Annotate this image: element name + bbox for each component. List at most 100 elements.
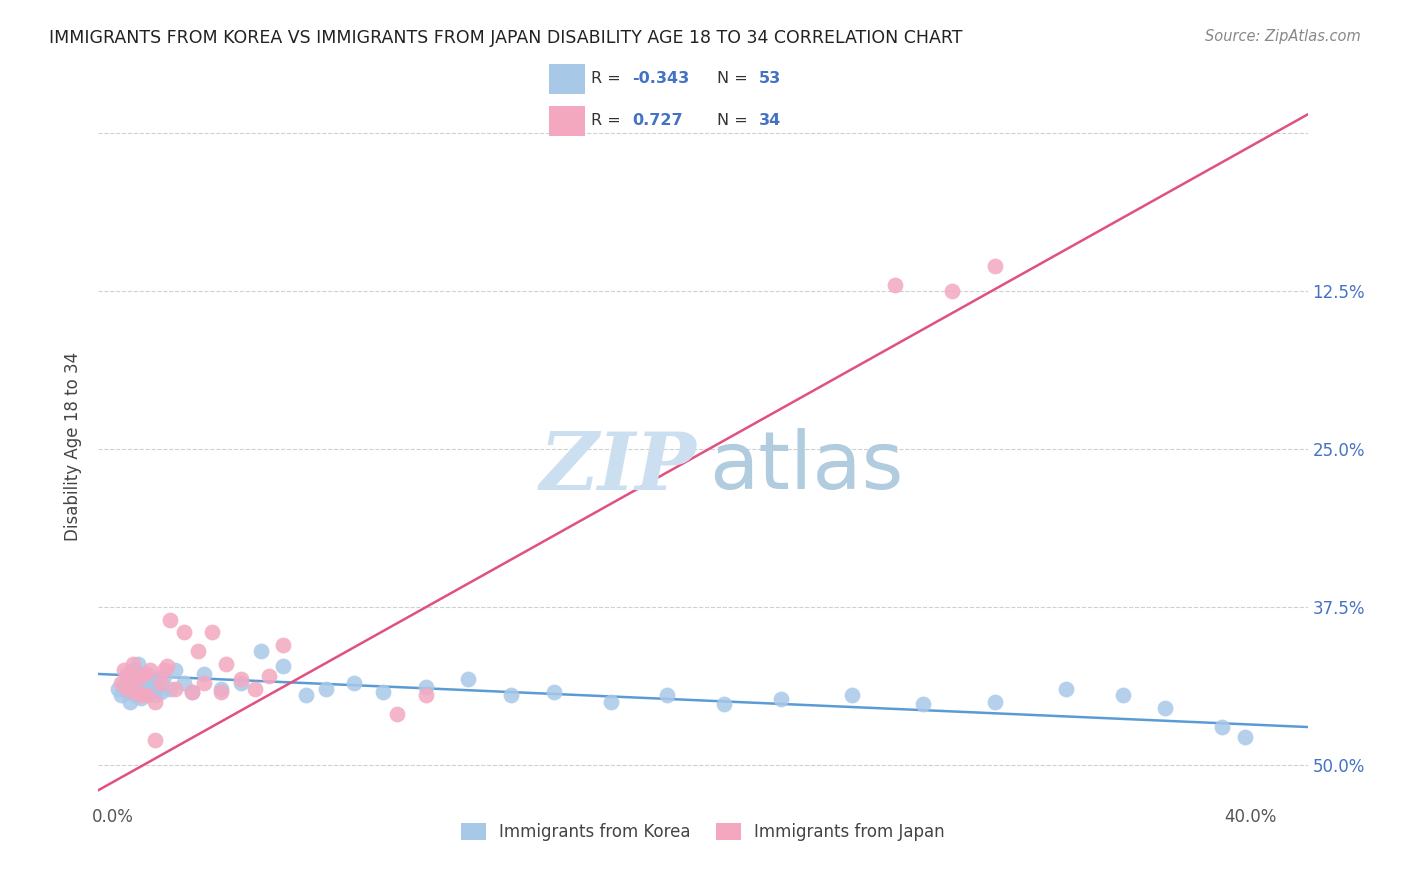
Point (138, 682, 160, 697)
Point (135, 667, 157, 681)
Point (141, 675, 163, 690)
Point (243, 682, 266, 697)
Point (983, 259, 1005, 273)
Point (1233, 730, 1256, 744)
Point (1211, 720, 1233, 734)
Y-axis label: Disability Age 18 to 34: Disability Age 18 to 34 (65, 351, 83, 541)
Point (599, 695, 621, 709)
Point (129, 689, 152, 703)
Point (371, 684, 394, 698)
Point (150, 684, 173, 698)
Point (193, 667, 215, 681)
Text: -0.343: -0.343 (633, 71, 689, 87)
Point (124, 684, 146, 698)
Text: ZIP: ZIP (540, 429, 697, 506)
Point (249, 644, 271, 658)
Point (209, 682, 232, 697)
Point (135, 689, 157, 703)
Point (257, 669, 280, 683)
Point (1154, 701, 1177, 715)
Point (173, 675, 195, 690)
Point (1054, 682, 1077, 697)
Text: IMMIGRANTS FROM KOREA VS IMMIGRANTS FROM JAPAN DISABILITY AGE 18 TO 34 CORRELATI: IMMIGRANTS FROM KOREA VS IMMIGRANTS FROM… (49, 29, 963, 46)
Text: N =: N = (717, 113, 752, 128)
Point (153, 663, 176, 677)
Point (112, 663, 135, 677)
Point (129, 669, 152, 683)
Point (143, 689, 166, 703)
Point (118, 695, 141, 709)
Point (127, 672, 149, 686)
Point (132, 675, 155, 690)
Point (143, 695, 166, 709)
Point (1111, 689, 1133, 703)
Point (121, 657, 143, 671)
Point (209, 684, 232, 698)
Point (110, 675, 132, 690)
Text: R =: R = (591, 113, 631, 128)
Point (110, 689, 132, 703)
Point (138, 663, 160, 677)
Point (499, 689, 522, 703)
Point (295, 689, 318, 703)
Point (127, 657, 149, 671)
Point (118, 669, 141, 683)
Point (153, 669, 176, 683)
Point (543, 684, 565, 698)
Text: 0.727: 0.727 (633, 113, 683, 128)
Point (146, 680, 169, 694)
Point (165, 682, 187, 697)
Point (156, 659, 179, 673)
Point (135, 684, 157, 698)
Point (457, 672, 479, 686)
Point (181, 684, 204, 698)
Point (229, 672, 252, 686)
Point (115, 667, 138, 681)
Point (159, 682, 181, 697)
FancyBboxPatch shape (548, 106, 585, 136)
Point (143, 732, 166, 747)
Point (343, 675, 366, 690)
Point (385, 707, 408, 722)
Point (112, 675, 135, 690)
FancyBboxPatch shape (548, 64, 585, 94)
Point (187, 644, 209, 658)
Point (181, 684, 204, 698)
Point (107, 682, 129, 697)
Point (150, 675, 173, 690)
Point (415, 680, 437, 694)
Point (127, 682, 149, 697)
Point (159, 613, 181, 627)
Text: N =: N = (717, 71, 752, 87)
Point (193, 675, 215, 690)
Text: R =: R = (591, 71, 626, 87)
Point (165, 663, 187, 677)
Point (415, 689, 437, 703)
Text: Source: ZipAtlas.com: Source: ZipAtlas.com (1205, 29, 1361, 44)
Point (173, 625, 195, 640)
Text: 53: 53 (759, 71, 782, 87)
Point (132, 667, 155, 681)
Point (115, 682, 138, 697)
Point (143, 672, 166, 686)
Point (273, 638, 295, 652)
Point (657, 689, 679, 703)
Point (121, 680, 143, 694)
Point (841, 689, 863, 703)
Point (315, 682, 337, 697)
Point (124, 689, 146, 703)
Point (115, 684, 138, 698)
Text: 34: 34 (759, 113, 782, 128)
Point (201, 625, 224, 640)
Point (713, 698, 735, 712)
Legend: Immigrants from Korea, Immigrants from Japan: Immigrants from Korea, Immigrants from J… (454, 816, 952, 848)
Point (770, 692, 793, 706)
Point (912, 698, 935, 712)
Point (215, 657, 238, 671)
Point (129, 690, 152, 705)
Text: atlas: atlas (709, 428, 904, 507)
Point (229, 675, 252, 690)
Point (884, 277, 907, 292)
Point (124, 663, 146, 677)
Point (983, 695, 1005, 709)
